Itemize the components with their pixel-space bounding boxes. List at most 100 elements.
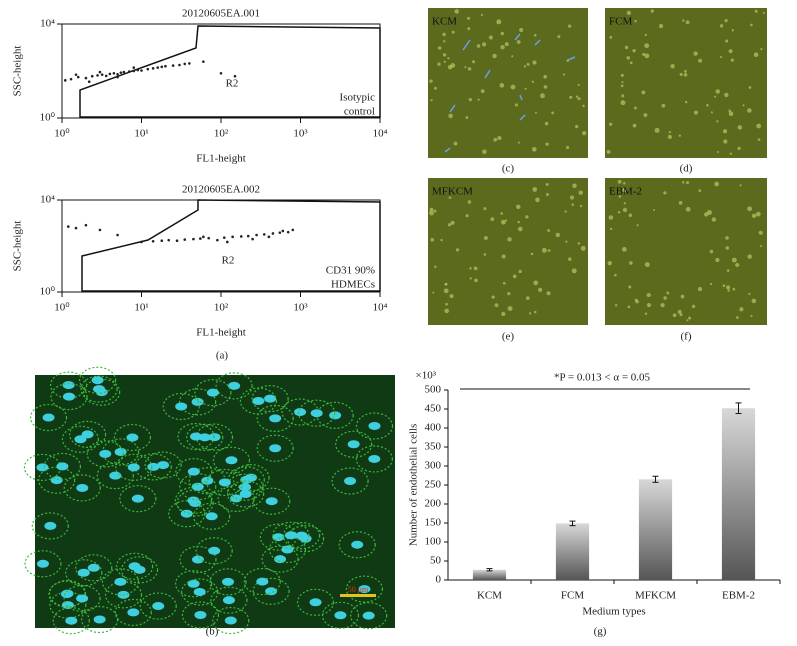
cell xyxy=(569,95,573,99)
micrograph xyxy=(428,8,588,158)
nucleus xyxy=(221,577,234,586)
x-tick-label: 10⁴ xyxy=(373,302,388,314)
cell-outline xyxy=(212,446,251,474)
x-tick-label: 10² xyxy=(214,302,229,314)
bar xyxy=(638,479,673,580)
cell-outline xyxy=(321,601,360,629)
cell-outline xyxy=(206,468,244,497)
y-tick-label: 100 xyxy=(425,536,442,548)
annotation: Isotypic xyxy=(340,92,376,104)
cell-outline xyxy=(355,445,393,473)
arrow xyxy=(567,56,576,61)
cell-outline xyxy=(179,545,217,574)
cell xyxy=(543,74,548,79)
cell xyxy=(697,287,703,292)
point xyxy=(202,235,205,239)
cell xyxy=(465,116,469,120)
cell xyxy=(698,58,703,63)
cell xyxy=(751,213,757,218)
cell xyxy=(632,48,636,53)
bar xyxy=(555,523,590,580)
point xyxy=(69,77,73,81)
cell-outline xyxy=(345,575,383,603)
chart-title: 20120605EA.002 xyxy=(182,184,260,196)
cell xyxy=(623,202,626,205)
cell xyxy=(728,109,731,113)
cell xyxy=(534,111,537,114)
cell xyxy=(524,87,527,90)
cell xyxy=(724,19,728,23)
cell xyxy=(514,103,519,107)
annotation: CD31 90% xyxy=(326,265,375,277)
cell xyxy=(564,210,567,213)
cell xyxy=(644,33,648,37)
image-label: MFKCM xyxy=(432,186,473,198)
bar xyxy=(721,408,756,580)
cell-outline xyxy=(261,545,299,573)
cell xyxy=(726,269,730,272)
cell xyxy=(720,56,723,59)
cell-outline xyxy=(119,485,157,513)
cell xyxy=(683,72,688,77)
panel-label: (a) xyxy=(216,350,229,362)
nucleus xyxy=(368,421,381,430)
nucleus xyxy=(265,587,278,596)
cell xyxy=(711,217,717,222)
point xyxy=(96,74,99,77)
point xyxy=(255,233,258,237)
cell xyxy=(714,95,717,98)
cell xyxy=(543,85,548,89)
cell xyxy=(531,147,537,152)
arrow xyxy=(484,69,491,79)
point xyxy=(278,231,282,234)
cell xyxy=(578,190,583,195)
nucleus xyxy=(269,414,282,423)
fluorescence-image xyxy=(23,366,395,635)
cell xyxy=(654,127,660,133)
x-axis-label: Medium types xyxy=(582,606,645,618)
cell-outline xyxy=(272,521,310,549)
cell xyxy=(715,257,720,263)
cell xyxy=(678,134,681,137)
annotation: control xyxy=(344,106,375,118)
point xyxy=(207,236,210,240)
x-tick-label: 10⁴ xyxy=(373,128,388,140)
cell xyxy=(430,237,435,242)
cell xyxy=(620,84,624,88)
point xyxy=(281,229,285,233)
cell xyxy=(571,203,575,206)
cell xyxy=(571,268,577,274)
cell xyxy=(494,303,499,308)
cell xyxy=(515,204,521,210)
arrow xyxy=(534,39,541,46)
cell xyxy=(448,196,452,199)
cell xyxy=(653,208,656,211)
point xyxy=(188,62,191,65)
cell xyxy=(500,45,505,50)
cell-outline xyxy=(179,388,217,416)
cell xyxy=(685,20,690,25)
cell xyxy=(442,32,446,37)
x-axis-label: FL1-height xyxy=(196,327,246,339)
cell xyxy=(706,104,709,107)
cell xyxy=(629,261,633,265)
cell-outline xyxy=(215,372,253,400)
cell xyxy=(533,280,539,286)
nucleus xyxy=(284,531,297,540)
cell xyxy=(719,24,724,28)
cell-outline xyxy=(63,584,101,613)
cell xyxy=(646,292,651,298)
cell xyxy=(728,111,734,117)
point xyxy=(132,69,136,73)
cell-outline xyxy=(175,458,213,486)
cell xyxy=(512,274,517,279)
point xyxy=(87,80,91,84)
cell xyxy=(635,299,639,304)
arrow xyxy=(449,104,456,113)
x-tick-label: 10⁰ xyxy=(54,128,70,140)
cell xyxy=(518,269,522,274)
cell xyxy=(434,265,437,269)
x-tick-label: 10¹ xyxy=(134,128,148,140)
cell xyxy=(726,285,731,290)
cell-outline xyxy=(335,430,373,458)
